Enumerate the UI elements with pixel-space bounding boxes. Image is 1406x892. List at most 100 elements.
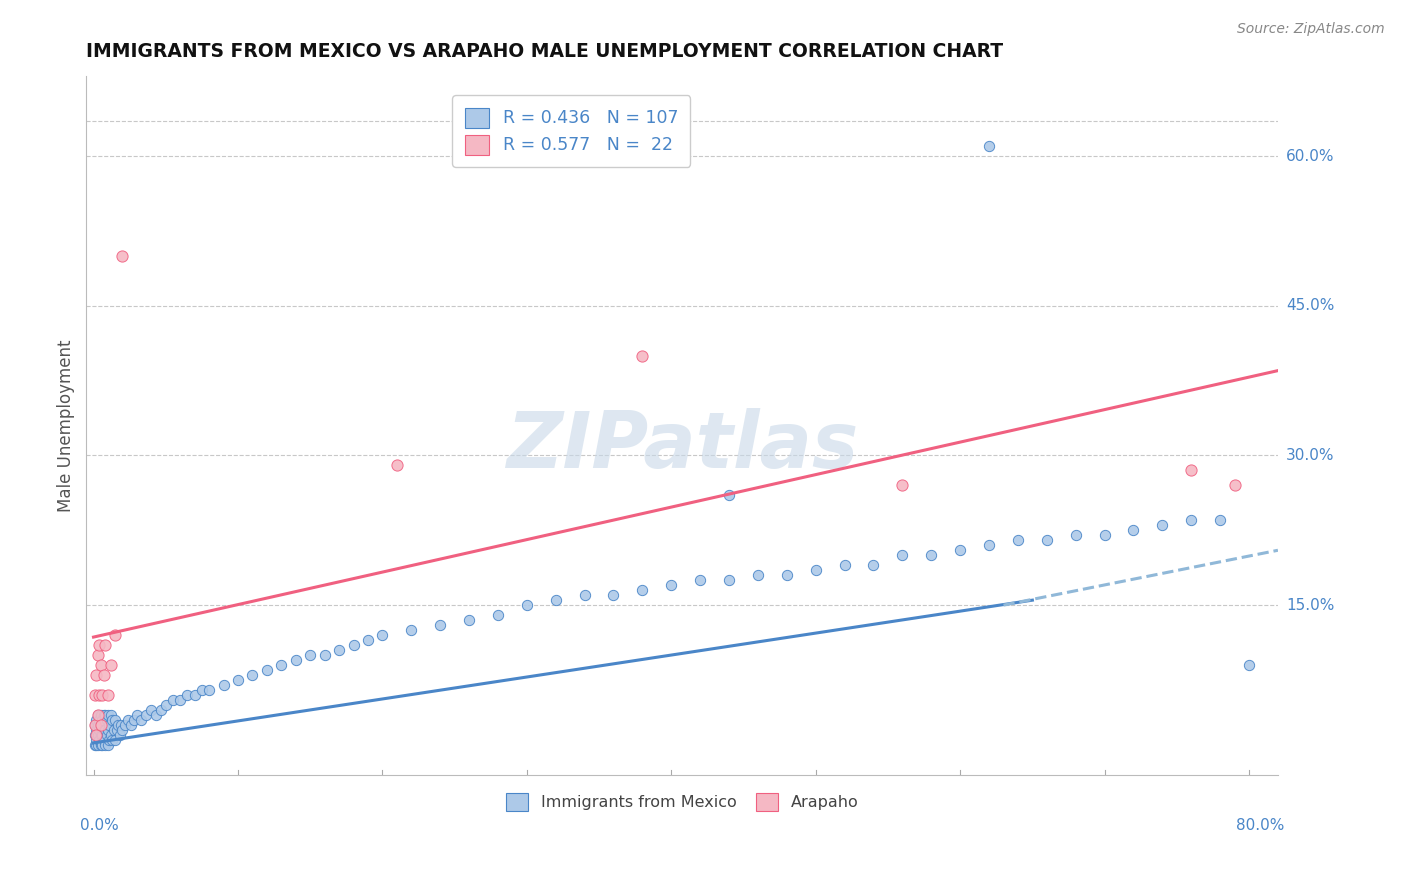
Point bbox=[90, 728, 112, 742]
Point bbox=[84, 718, 107, 732]
Point bbox=[97, 723, 120, 737]
Point bbox=[574, 588, 596, 602]
Point bbox=[96, 713, 118, 727]
Point bbox=[98, 732, 121, 747]
Point bbox=[93, 707, 115, 722]
Point bbox=[977, 139, 1000, 153]
Point bbox=[91, 738, 114, 752]
Point bbox=[87, 648, 110, 662]
Point bbox=[125, 707, 148, 722]
Point bbox=[94, 738, 117, 752]
Point bbox=[804, 563, 827, 577]
Point bbox=[862, 558, 884, 573]
Point bbox=[90, 718, 112, 732]
Point bbox=[834, 558, 856, 573]
Point bbox=[87, 707, 110, 722]
Point bbox=[747, 568, 769, 582]
Point bbox=[920, 548, 942, 562]
Point bbox=[84, 718, 107, 732]
Point bbox=[91, 713, 114, 727]
Point bbox=[544, 593, 567, 607]
Point bbox=[1094, 528, 1116, 542]
Point bbox=[256, 663, 278, 677]
Point bbox=[89, 688, 111, 702]
Point bbox=[284, 653, 307, 667]
Point bbox=[134, 707, 156, 722]
Point bbox=[429, 618, 451, 632]
Point bbox=[93, 723, 115, 737]
Point bbox=[385, 458, 408, 473]
Point bbox=[111, 249, 134, 263]
Text: 80.0%: 80.0% bbox=[1236, 818, 1284, 833]
Point bbox=[183, 688, 205, 702]
Text: 30.0%: 30.0% bbox=[1286, 448, 1334, 463]
Point bbox=[1180, 513, 1202, 527]
Point bbox=[86, 732, 108, 747]
Point bbox=[94, 723, 117, 737]
Point bbox=[120, 718, 142, 732]
Point bbox=[84, 738, 107, 752]
Point bbox=[169, 693, 191, 707]
Point bbox=[242, 668, 264, 682]
Point bbox=[1237, 658, 1260, 673]
Point bbox=[401, 623, 423, 637]
Point bbox=[89, 713, 111, 727]
Point bbox=[891, 478, 914, 492]
Point bbox=[84, 688, 107, 702]
Point bbox=[90, 658, 112, 673]
Point bbox=[145, 707, 167, 722]
Text: 45.0%: 45.0% bbox=[1286, 298, 1334, 313]
Point bbox=[977, 538, 1000, 552]
Point bbox=[1064, 528, 1087, 542]
Point bbox=[342, 638, 364, 652]
Point bbox=[91, 688, 114, 702]
Point bbox=[86, 713, 108, 727]
Point bbox=[114, 718, 136, 732]
Point bbox=[486, 608, 509, 623]
Text: 0.0%: 0.0% bbox=[80, 818, 120, 833]
Point bbox=[776, 568, 799, 582]
Point bbox=[87, 738, 110, 752]
Point bbox=[198, 683, 221, 698]
Point bbox=[94, 638, 117, 652]
Point bbox=[299, 648, 322, 662]
Point bbox=[86, 723, 108, 737]
Point bbox=[87, 728, 110, 742]
Point bbox=[458, 613, 481, 627]
Text: Source: ZipAtlas.com: Source: ZipAtlas.com bbox=[1237, 22, 1385, 37]
Point bbox=[328, 643, 350, 657]
Point bbox=[91, 728, 114, 742]
Point bbox=[100, 658, 122, 673]
Point bbox=[97, 688, 120, 702]
Point bbox=[155, 698, 177, 712]
Point bbox=[105, 723, 128, 737]
Point bbox=[631, 583, 654, 598]
Point bbox=[212, 678, 235, 692]
Point bbox=[1209, 513, 1232, 527]
Point bbox=[101, 713, 124, 727]
Point bbox=[84, 728, 107, 742]
Point bbox=[100, 707, 122, 722]
Point bbox=[93, 732, 115, 747]
Point bbox=[100, 728, 122, 742]
Point bbox=[602, 588, 624, 602]
Point bbox=[104, 713, 127, 727]
Point bbox=[86, 668, 108, 682]
Point bbox=[270, 658, 292, 673]
Point bbox=[86, 728, 108, 742]
Point bbox=[87, 718, 110, 732]
Point bbox=[96, 728, 118, 742]
Point bbox=[659, 578, 682, 592]
Point bbox=[1007, 533, 1029, 548]
Point bbox=[631, 349, 654, 363]
Point bbox=[90, 738, 112, 752]
Legend: Immigrants from Mexico, Arapaho: Immigrants from Mexico, Arapaho bbox=[498, 785, 866, 819]
Point bbox=[107, 718, 129, 732]
Point bbox=[1180, 463, 1202, 477]
Point bbox=[97, 707, 120, 722]
Point bbox=[1223, 478, 1246, 492]
Point bbox=[1122, 524, 1144, 538]
Point bbox=[94, 707, 117, 722]
Point bbox=[357, 633, 380, 648]
Point bbox=[689, 573, 711, 587]
